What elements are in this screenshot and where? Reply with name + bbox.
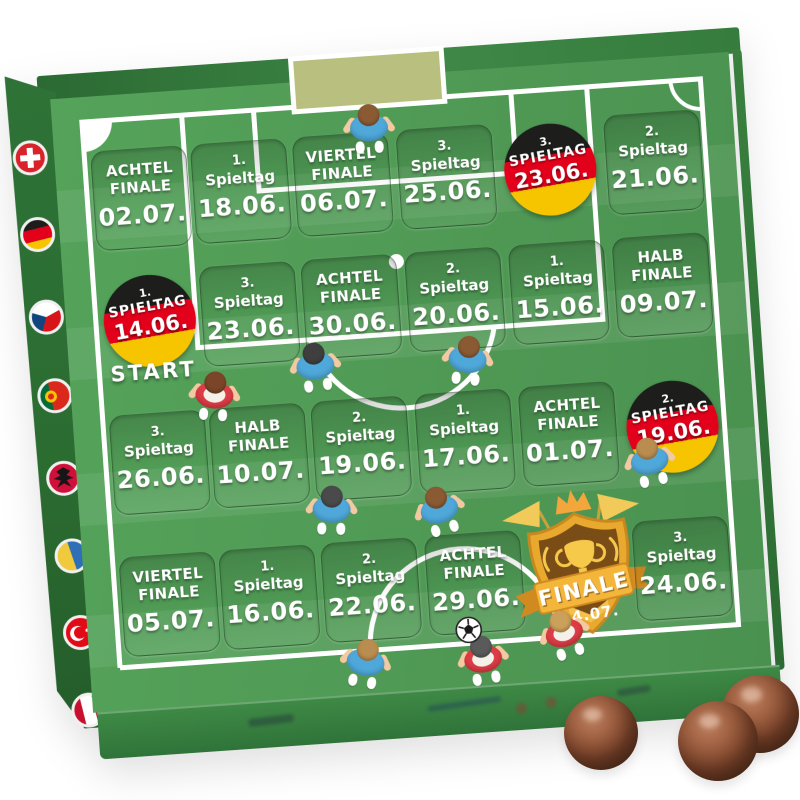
chocolate-ball [678, 701, 758, 781]
pitch-face: ACHTEL FINALE 02.07. 1. Spieltag 18.06. VIER… [50, 45, 772, 713]
door-date: 16.06. [225, 594, 316, 629]
soccer-player-icon [338, 635, 393, 692]
door-german-flag-spieltag1-14-06-start[interactable]: 1. SPIELTAG 14.06. START [96, 267, 204, 387]
door-viertelfinale-05-07[interactable]: VIERTEL FINALE 05.07. [118, 550, 222, 658]
soccer-ball-icon [455, 616, 483, 644]
soccer-player-icon [187, 370, 242, 423]
german-flag-disc: 3. SPIELTAG 23.06. [497, 116, 604, 223]
door-spieltag3-25-06[interactable]: 3. Spieltag 25.06. [395, 123, 498, 231]
door-spieltag1-15-06[interactable]: 1. Spieltag 15.06. [507, 239, 611, 346]
door-date: 17.06. [421, 438, 511, 473]
flag-portugal-icon [36, 377, 74, 415]
door-spieltag3-23-06b[interactable]: 3. Spieltag 23.06. [198, 260, 302, 368]
chocolate-ball [564, 696, 638, 770]
door-achtelfinale-01-07[interactable]: ACHTEL FINALE 01.07. [517, 380, 621, 488]
flag-switzerland-icon [12, 140, 48, 176]
soccer-player-icon [288, 340, 343, 396]
door-spieltag3-26-06[interactable]: 3. Spieltag 26.06. [108, 409, 212, 516]
penalty-spot [388, 254, 404, 270]
door-date: 10.07. [215, 455, 306, 490]
door-german-flag-spieltag3-23-06[interactable]: 3. SPIELTAG 23.06. [497, 116, 604, 223]
door-halbfinale-09-07[interactable]: HALB FINALE 09.07. [611, 231, 715, 339]
wraparound-print [515, 702, 528, 715]
door-date: 20.06. [411, 297, 502, 332]
door-spieltag1-16-06[interactable]: 1. Spieltag 16.06. [218, 544, 321, 651]
door-spieltag1-17-06[interactable]: 1. Spieltag 17.06. [413, 387, 517, 495]
calendar-box: ACHTEL FINALE 02.07. 1. Spieltag 18.06. VIER… [2, 21, 786, 760]
soccer-player-icon [341, 103, 397, 155]
corner-fold [81, 120, 112, 153]
door-date: 06.07. [299, 184, 389, 219]
door-date: 01.07. [525, 433, 615, 468]
door-date: 22.06. [327, 587, 418, 622]
door-date: 05.07. [126, 604, 216, 639]
flag-albania-icon [46, 460, 82, 496]
flag-czech-republic-icon [27, 297, 66, 337]
wraparound-print [545, 696, 557, 709]
door-achtelfinale-02-07[interactable]: ACHTEL FINALE 02.07. [89, 144, 193, 252]
door-date: 19.06. [317, 445, 408, 481]
door-date: 18.06. [197, 188, 287, 223]
door-date: 02.07. [97, 198, 188, 233]
wraparound-print [427, 695, 502, 713]
door-date: 25.06. [402, 174, 493, 209]
door-date: 30.06. [307, 306, 398, 341]
door-date: 26.06. [115, 460, 206, 495]
door-spieltag3-24-06[interactable]: 3. Spieltag 24.06. [631, 515, 734, 622]
door-spieltag1-18-06[interactable]: 1. Spieltag 18.06. [189, 138, 293, 245]
door-date: 24.06. [638, 565, 729, 600]
soccer-player-icon [440, 334, 495, 388]
flag-germany-icon [18, 215, 57, 254]
door-date: 09.07. [618, 284, 709, 320]
door-date: 21.06. [610, 159, 700, 194]
wraparound-print [616, 684, 652, 697]
wraparound-print [247, 713, 295, 728]
door-date: 23.06. [205, 311, 296, 346]
door-spieltag2-22-06[interactable]: 2. Spieltag 22.06. [319, 536, 423, 644]
door-date: 15.06. [515, 289, 605, 324]
door-spieltag2-21-06[interactable]: 2. Spieltag 21.06. [602, 109, 706, 216]
soccer-player-icon [304, 485, 359, 536]
